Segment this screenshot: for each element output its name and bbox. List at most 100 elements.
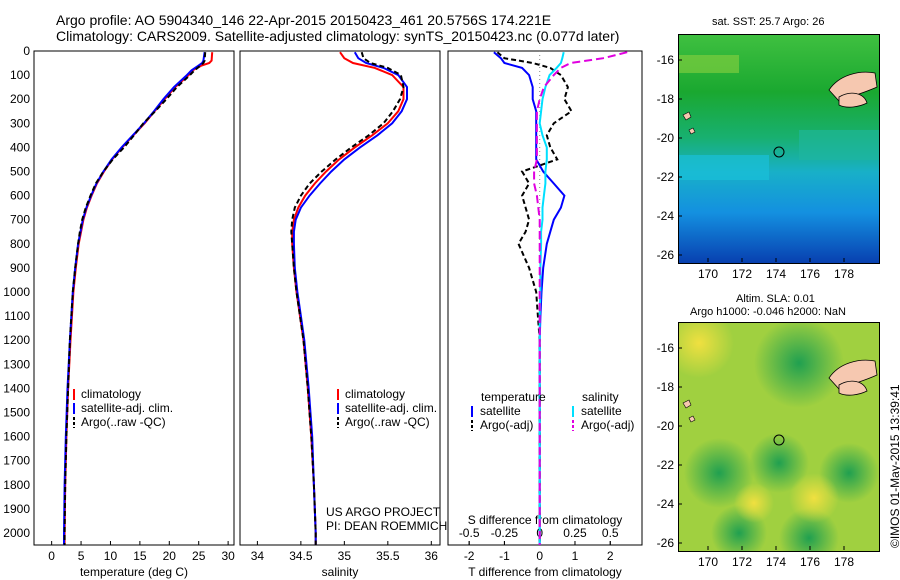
argo-location-marker	[773, 146, 785, 158]
x2-tick-label: -0.25	[491, 526, 519, 540]
argo-location-marker	[773, 434, 785, 446]
x-axis-label: salinity	[322, 565, 359, 579]
sla-map-title-1: Altim. SLA: 0.01	[736, 293, 815, 305]
series-line-argo-raw-qc-	[290, 51, 405, 545]
x-tick-label: 25	[192, 549, 206, 563]
depth-tick-label: 100	[10, 68, 30, 82]
depth-tick-label: 400	[10, 140, 30, 154]
series-line-satellite-adj-clim-	[63, 52, 206, 545]
depth-tick-label: 1900	[3, 502, 30, 516]
x-tick-label: -2	[464, 549, 475, 563]
legend-label: Argo(-adj)	[480, 418, 533, 432]
legend-label: Argo(..raw -QC)	[81, 415, 166, 429]
footer-stamp: ©IMOS 01-May-2015 13:39:41	[888, 384, 900, 548]
sst-map-image	[679, 35, 879, 263]
depth-tick-label: 1400	[3, 381, 30, 395]
depth-tick-label: 1000	[3, 285, 30, 299]
lon-tick-label: 172	[732, 555, 752, 569]
sst-map-title: sat. SST: 25.7 Argo: 26	[712, 16, 825, 28]
lon-tick-label: 172	[732, 267, 752, 281]
x-tick-label: 5	[78, 549, 85, 563]
depth-tick-label: 1200	[3, 333, 30, 347]
depth-tick-label: 1100	[4, 309, 30, 323]
legend-label: satellite	[480, 404, 521, 418]
x-tick-label: 20	[163, 549, 177, 563]
x-tick-label: 34.5	[289, 549, 313, 563]
depth-tick-label: 200	[10, 92, 30, 106]
sst-map	[678, 34, 880, 264]
lon-tick-label: 170	[698, 555, 718, 569]
lon-tick-label: 176	[800, 555, 820, 569]
x2-axis-label: S difference from climatology	[468, 513, 623, 527]
lon-tick-label: 174	[766, 267, 786, 281]
lat-tick-label: -18	[657, 92, 675, 106]
depth-tick-label: 1700	[3, 454, 30, 468]
x2-tick-label: -0.5	[459, 526, 480, 540]
depth-tick-label: 1500	[3, 405, 30, 419]
depth-tick-label: 500	[10, 164, 30, 178]
header-line-2: Climatology: CARS2009. Satellite-adjuste…	[56, 28, 620, 44]
x-tick-label: 35	[338, 549, 352, 563]
legend-label: satellite	[581, 404, 622, 418]
legend-header: temperature	[481, 390, 546, 404]
map-axes: -16 -18 -20 -22 -24 -26 170 172 174 176 178 -16 -18 -…	[657, 53, 855, 569]
x-tick-label: 2	[607, 549, 614, 563]
lat-tick-label: -26	[657, 248, 675, 262]
legend-label: satellite-adj. clim.	[345, 401, 437, 415]
credit-project: US ARGO PROJECT	[326, 505, 441, 519]
depth-tick-label: 300	[10, 116, 30, 130]
sla-map	[678, 322, 880, 552]
lat-tick-label: -20	[657, 131, 675, 145]
lat-tick-label: -22	[657, 458, 675, 472]
lon-tick-label: 178	[834, 555, 854, 569]
lat-tick-label: -16	[657, 341, 675, 355]
depth-tick-label: 700	[10, 213, 30, 227]
lat-tick-label: -16	[657, 53, 675, 67]
x-tick-label: 36	[425, 549, 439, 563]
legend-label: satellite-adj. clim.	[81, 401, 173, 415]
lon-tick-label: 170	[698, 267, 718, 281]
depth-tick-label: 900	[10, 261, 30, 275]
x2-tick-label: 0.5	[602, 526, 619, 540]
x-tick-label: 0	[48, 549, 55, 563]
header-line-1: Argo profile: AO 5904340_146 22-Apr-2015…	[56, 12, 552, 28]
x-tick-label: 10	[104, 549, 118, 563]
lon-tick-label: 178	[834, 267, 854, 281]
x-tick-label: 35.5	[376, 549, 400, 563]
depth-tick-label: 0	[23, 44, 30, 58]
lon-tick-label: 176	[800, 267, 820, 281]
x-tick-label: -1	[499, 549, 510, 563]
lon-tick-label: 174	[766, 555, 786, 569]
legend-label: climatology	[81, 387, 141, 401]
x-axis-label: temperature (deg C)	[80, 565, 188, 579]
x-axis-label: T difference from climatology	[468, 565, 622, 579]
lat-tick-label: -18	[657, 380, 675, 394]
x2-tick-label: 0.25	[563, 526, 587, 540]
depth-tick-label: 600	[10, 189, 30, 203]
lat-tick-label: -24	[657, 497, 675, 511]
legend-label: Argo(..raw -QC)	[345, 415, 430, 429]
plot-frame-differences	[447, 50, 643, 546]
series-line-satellite-adj-clim-	[292, 51, 408, 545]
legend-label: climatology	[345, 387, 405, 401]
sla-map-image	[679, 323, 879, 551]
profile-charts: 0100200300400500600700800900100011001200…	[3, 44, 643, 579]
credit-pi: PI: DEAN ROEMMICH	[326, 519, 448, 533]
lat-tick-label: -20	[657, 419, 675, 433]
x-tick-label: 1	[572, 549, 579, 563]
series-line-salinity-argo-adj-	[533, 51, 628, 545]
depth-tick-label: 1800	[3, 478, 30, 492]
depth-tick-label: 800	[10, 237, 30, 251]
legend-label: Argo(-adj)	[581, 418, 634, 432]
x-tick-label: 30	[221, 549, 235, 563]
plot-frame-salinity	[239, 50, 441, 546]
lat-tick-label: -26	[657, 536, 675, 550]
legend-header: salinity	[582, 390, 619, 404]
lat-tick-label: -22	[657, 170, 675, 184]
series-line-argo-raw-qc-	[63, 52, 207, 545]
x-tick-label: 34	[251, 549, 265, 563]
depth-tick-label: 1600	[3, 430, 30, 444]
lat-tick-label: -24	[657, 209, 675, 223]
sla-map-title-2: Argo h1000: -0.046 h2000: NaN	[690, 306, 846, 318]
x-tick-label: 15	[133, 549, 147, 563]
